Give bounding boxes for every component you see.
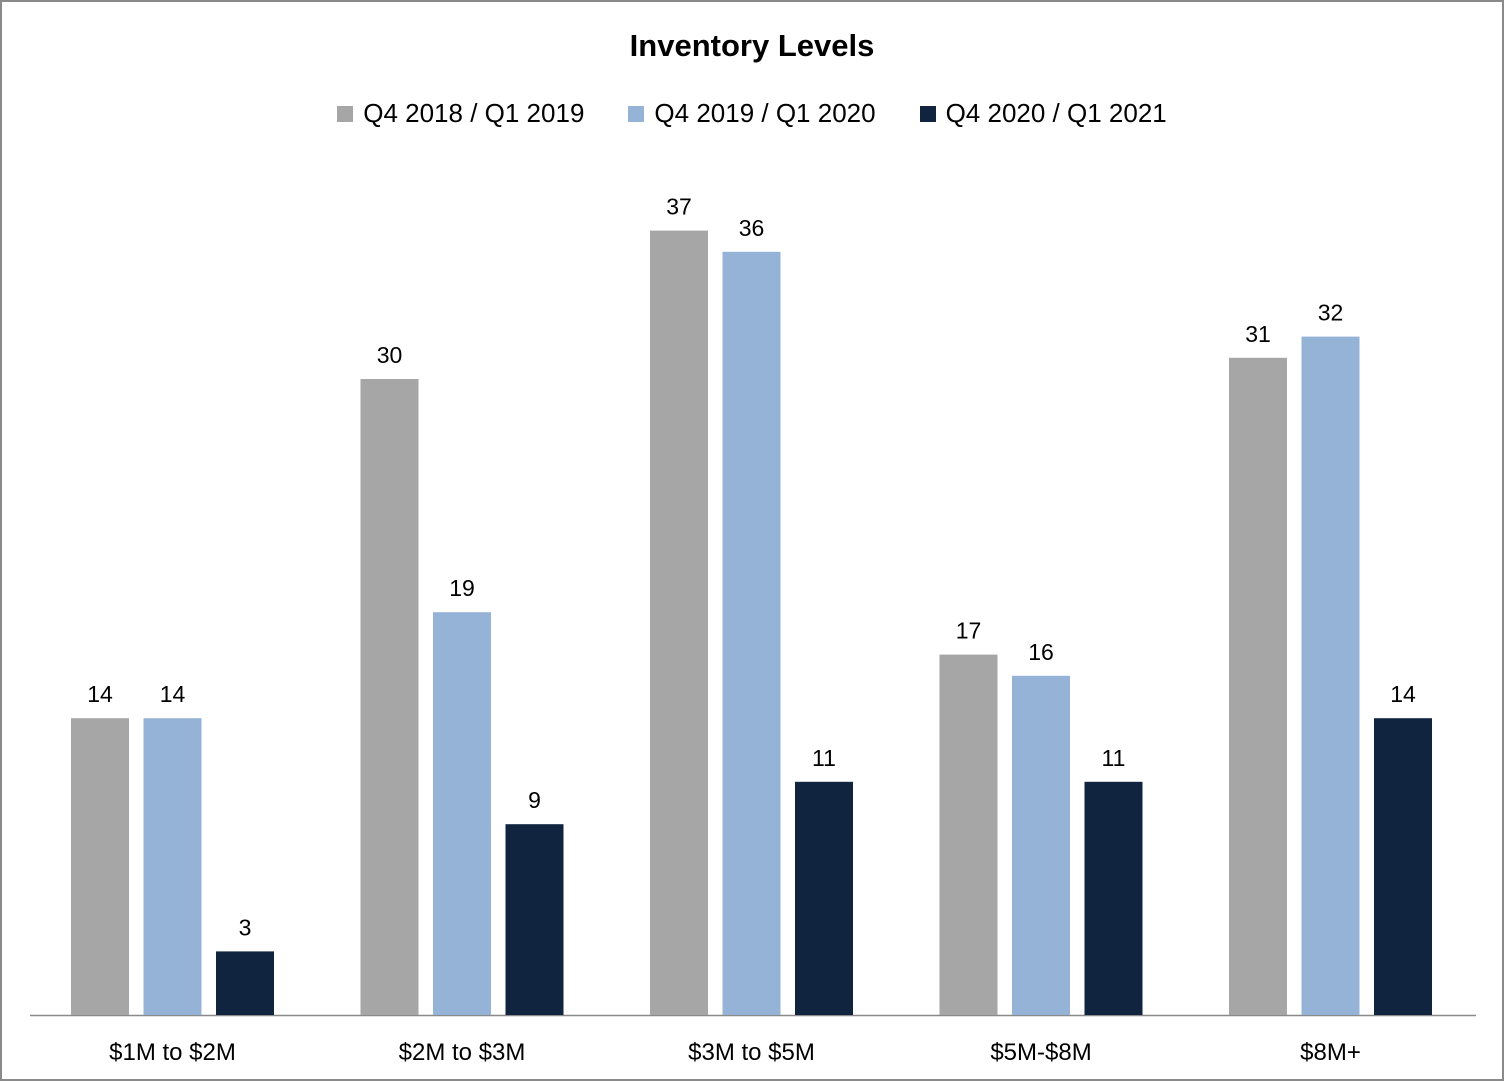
legend-item-series-2: Q4 2019 / Q1 2020 — [628, 98, 876, 129]
data-label-series-2-cat-2: 19 — [449, 575, 475, 601]
bar-series-1-cat-4 — [939, 654, 998, 1015]
legend-swatch-series-2 — [628, 105, 645, 122]
data-label-series-1-cat-5: 31 — [1245, 321, 1271, 347]
chart-legend: Q4 2018 / Q1 2019 Q4 2019 / Q1 2020 Q4 2… — [2, 98, 1502, 129]
legend-swatch-series-3 — [919, 105, 936, 122]
data-label-series-2-cat-3: 36 — [739, 215, 765, 241]
data-label-series-1-cat-3: 37 — [666, 194, 692, 220]
bar-series-2-cat-3 — [722, 251, 781, 1016]
bar-series-2-cat-2 — [433, 612, 491, 1015]
legend-swatch-series-1 — [337, 105, 354, 122]
data-label-series-3-cat-5: 14 — [1390, 681, 1416, 707]
bar-series-2-cat-5 — [1301, 336, 1360, 1016]
data-label-series-3-cat-3: 11 — [812, 745, 836, 771]
x-tick-label-4: $5M-$8M — [990, 1039, 1091, 1066]
data-label-series-3-cat-4: 11 — [1102, 745, 1126, 771]
data-label-series-2-cat-5: 32 — [1318, 300, 1344, 326]
bar-series-2-cat-1 — [143, 718, 202, 1015]
legend-item-series-3: Q4 2020 / Q1 2021 — [919, 98, 1167, 129]
x-tick-label-3: $3M to $5M — [688, 1039, 815, 1066]
data-label-series-1-cat-1: 14 — [87, 681, 113, 707]
x-tick-label-5: $8M+ — [1300, 1039, 1361, 1066]
chart-title: Inventory Levels — [629, 28, 875, 63]
bar-series-1-cat-1 — [71, 718, 129, 1015]
legend-label-series-3: Q4 2020 / Q1 2021 — [945, 98, 1167, 128]
legend-label-series-1: Q4 2018 / Q1 2019 — [363, 98, 585, 128]
data-label-series-3-cat-2: 9 — [528, 787, 541, 813]
data-label-series-3-cat-1: 3 — [239, 914, 252, 940]
bar-series-1-cat-5 — [1229, 357, 1287, 1015]
bar-series-3-cat-1 — [216, 951, 274, 1015]
bar-series-3-cat-2 — [505, 824, 564, 1015]
bar-series-3-cat-3 — [795, 781, 853, 1015]
data-label-series-2-cat-1: 14 — [160, 681, 186, 707]
bar-series-1-cat-3 — [650, 230, 708, 1016]
bar-series-2-cat-4 — [1012, 675, 1070, 1015]
bar-series-1-cat-2 — [360, 379, 419, 1015]
x-tick-label-1: $1M to $2M — [109, 1039, 236, 1066]
bar-series-3-cat-4 — [1084, 781, 1143, 1015]
legend-label-series-2: Q4 2019 / Q1 2020 — [654, 98, 876, 128]
bar-series-3-cat-5 — [1374, 718, 1432, 1015]
data-label-series-1-cat-2: 30 — [377, 342, 403, 368]
data-label-series-1-cat-4: 17 — [956, 618, 982, 644]
legend-item-series-1: Q4 2018 / Q1 2019 — [337, 98, 584, 129]
x-tick-label-2: $2M to $3M — [399, 1039, 526, 1066]
data-label-series-2-cat-4: 16 — [1028, 639, 1054, 665]
